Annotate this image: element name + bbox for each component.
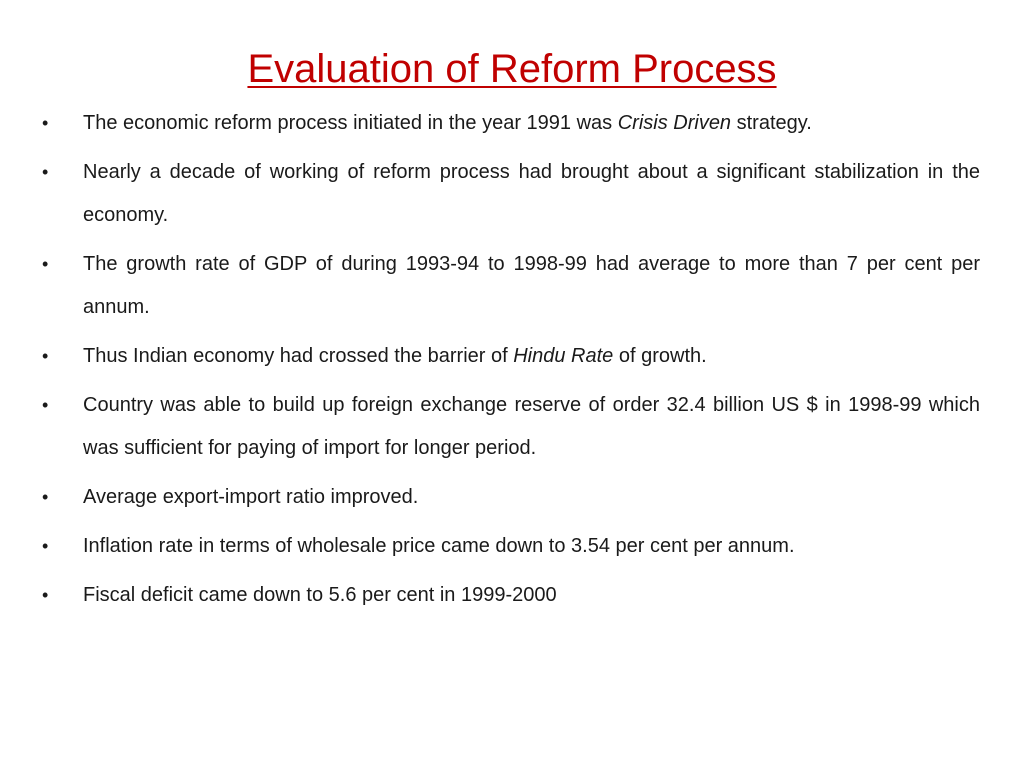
bullet-text: The growth rate of GDP of during 1993-94… — [83, 253, 980, 318]
bullet-dot-icon: • — [42, 254, 49, 274]
bullet-item: • The economic reform process initiated i… — [40, 102, 980, 145]
bullet-item: • Inflation rate in terms of wholesale pr… — [40, 525, 980, 568]
bullet-item: • Country was able to build up foreign ex… — [40, 384, 980, 470]
bullet-dot-icon: • — [42, 113, 49, 133]
bullet-item: • The growth rate of GDP of during 1993-9… — [40, 243, 980, 329]
bullet-item: • Fiscal deficit came down to 5.6 per cen… — [40, 574, 980, 617]
text-segment: Inflation rate in terms of wholesale pri… — [83, 535, 795, 557]
bullet-dot-icon: • — [42, 162, 49, 182]
bullet-dot-icon: • — [42, 487, 49, 507]
bullet-dot-icon: • — [42, 395, 49, 415]
bullet-dot-icon: • — [42, 585, 49, 605]
slide-title: Evaluation of Reform Process — [247, 47, 777, 91]
text-segment: Country was able to build up foreign exc… — [83, 394, 980, 459]
bullet-text: Inflation rate in terms of wholesale pri… — [83, 535, 795, 557]
bullet-text: The economic reform process initiated in… — [83, 112, 812, 134]
bullet-dot-icon: • — [42, 536, 49, 556]
bullet-item: • Average export-import ratio improved. — [40, 476, 980, 519]
emphasis-text: Hindu Rate — [513, 345, 614, 367]
bullet-list: • The economic reform process initiated i… — [40, 102, 980, 623]
text-segment: Average export-import ratio improved. — [83, 486, 419, 508]
bullet-text: Nearly a decade of working of reform pro… — [83, 161, 980, 226]
bullet-text: Average export-import ratio improved. — [83, 486, 418, 508]
text-segment: The economic reform process initiated in… — [83, 112, 618, 134]
text-segment: strategy. — [731, 112, 812, 134]
bullet-dot-icon: • — [42, 346, 49, 366]
bullet-item: • Nearly a decade of working of reform pr… — [40, 151, 980, 237]
text-segment: The growth rate of GDP of during 1993-94… — [83, 253, 980, 318]
text-segment: of growth. — [613, 345, 707, 367]
bullet-text: Country was able to build up foreign exc… — [83, 394, 980, 459]
bullet-item: • Thus Indian economy had crossed the bar… — [40, 335, 980, 378]
text-segment: Fiscal deficit came down to 5.6 per cent… — [83, 584, 557, 606]
emphasis-text: Crisis Driven — [617, 112, 732, 134]
text-segment: Thus Indian economy had crossed the barr… — [83, 345, 514, 367]
bullet-text: Thus Indian economy had crossed the barr… — [83, 345, 707, 367]
bullet-text: Fiscal deficit came down to 5.6 per cent… — [83, 584, 557, 606]
text-segment: Nearly a decade of working of reform pro… — [83, 161, 980, 226]
